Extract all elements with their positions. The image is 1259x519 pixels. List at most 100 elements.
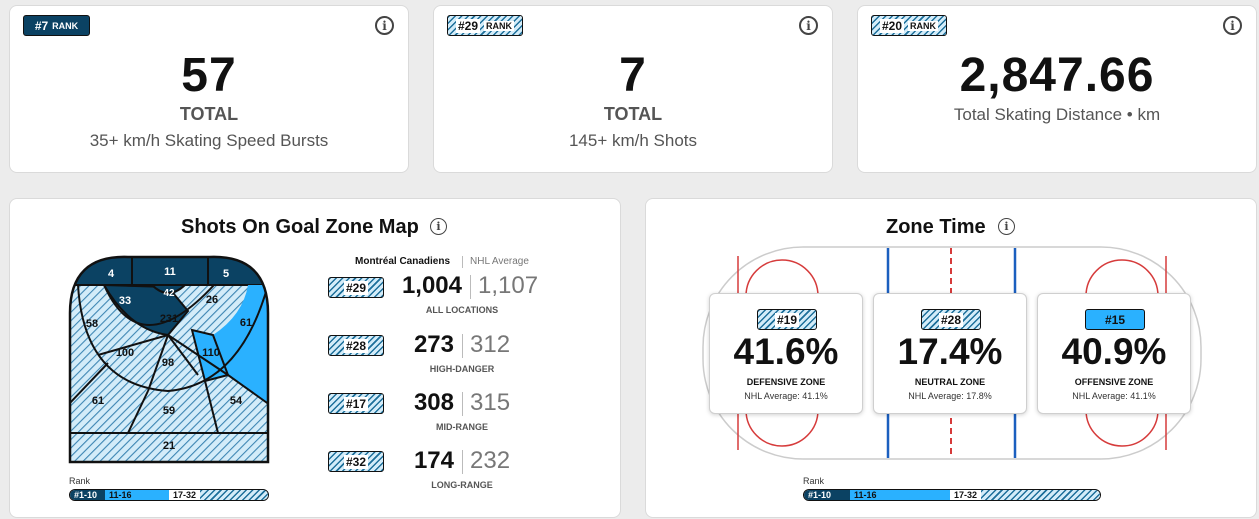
zone-percentage: 40.9% bbox=[1061, 331, 1167, 372]
zone-label: 110 bbox=[202, 347, 220, 359]
legend-tier-mid: 11-16 bbox=[105, 490, 169, 500]
rank-legend: #1-10 11-16 17-32 bbox=[803, 489, 1101, 501]
column-divider bbox=[462, 256, 463, 268]
shot-zone-map: 4 11 5 33 42 26 231 58 61 100 98 110 61 … bbox=[68, 255, 270, 464]
legend-tier-low: 17-32 bbox=[950, 490, 1100, 500]
stat-card-skating-distance: #20 RANK i 2,847.66 Total Skating Distan… bbox=[857, 5, 1257, 173]
zone-label: 59 bbox=[163, 405, 175, 417]
team-value: 308 bbox=[413, 389, 454, 416]
column-avg: NHL Average bbox=[470, 256, 529, 267]
zone-label: 58 bbox=[86, 318, 98, 330]
rank-badge: #20 RANK bbox=[871, 15, 947, 36]
rank-value: #19 bbox=[774, 312, 800, 327]
zone-label: 11 bbox=[164, 266, 176, 278]
row-label: MID-RANGE bbox=[436, 422, 488, 432]
zone-label: 21 bbox=[163, 440, 175, 452]
zone-label: NEUTRAL ZONE bbox=[914, 377, 986, 387]
zone-label: 100 bbox=[116, 347, 134, 359]
value-divider bbox=[462, 450, 463, 474]
rank-value: #17 bbox=[343, 396, 369, 411]
rank-value: #29 bbox=[343, 280, 369, 295]
rank-word: RANK bbox=[52, 20, 79, 31]
nhl-average-value: 232 bbox=[470, 447, 511, 474]
rank-badge: #28 bbox=[328, 335, 384, 356]
legend-tier-low: 17-32 bbox=[169, 490, 268, 500]
zone-card-neutral: #28 17.4% NEUTRAL ZONE NHL Average: 17.8… bbox=[873, 293, 1027, 414]
info-icon[interactable]: i bbox=[1223, 16, 1242, 35]
rank-badge: #28 bbox=[921, 309, 981, 330]
zone-nhl-average: NHL Average: 41.1% bbox=[1072, 391, 1156, 401]
rank-legend: #1-10 11-16 17-32 bbox=[69, 489, 269, 501]
nhl-average-value: 1,107 bbox=[478, 272, 539, 299]
zone-time-panel: Zone Time i #19 41.6% DEFENSIVE ZONE NHL… bbox=[645, 198, 1257, 518]
legend-tier-top: #1-10 bbox=[804, 490, 850, 500]
zone-label: 26 bbox=[206, 294, 218, 306]
zone-nhl-average: NHL Average: 41.1% bbox=[744, 391, 828, 401]
rank-value: #7 bbox=[34, 18, 49, 33]
rank-word: RANK bbox=[908, 20, 939, 31]
rank-badge: #32 bbox=[328, 451, 384, 472]
rank-badge: #15 bbox=[1085, 309, 1145, 330]
zone-label: 5 bbox=[223, 268, 229, 280]
zone-label: DEFENSIVE ZONE bbox=[746, 377, 826, 387]
stat-label: TOTAL bbox=[179, 104, 239, 124]
value-divider bbox=[470, 275, 471, 299]
team-value: 174 bbox=[413, 447, 454, 474]
rank-word: RANK bbox=[484, 20, 515, 31]
zone-label: 54 bbox=[230, 395, 243, 407]
info-icon[interactable]: i bbox=[998, 218, 1015, 235]
nhl-average-value: 312 bbox=[470, 331, 511, 358]
zone-label: 42 bbox=[163, 288, 175, 299]
legend-tier-low-label: 17-32 bbox=[169, 490, 201, 500]
stat-description: 35+ km/h Skating Speed Bursts bbox=[89, 131, 329, 150]
panel-title: Zone Time bbox=[886, 216, 986, 238]
zone-label: OFFENSIVE ZONE bbox=[1074, 377, 1154, 387]
zone-label: 4 bbox=[108, 268, 115, 280]
stat-description: 145+ km/h Shots bbox=[568, 131, 698, 150]
zone-card-offensive: #15 40.9% OFFENSIVE ZONE NHL Average: 41… bbox=[1037, 293, 1191, 414]
rank-value: #29 bbox=[455, 18, 481, 33]
info-icon[interactable]: i bbox=[375, 16, 394, 35]
value-divider bbox=[462, 392, 463, 416]
row-label: ALL LOCATIONS bbox=[425, 305, 499, 315]
zone-label: 98 bbox=[162, 357, 174, 369]
zone-label: 231 bbox=[160, 313, 178, 325]
info-icon[interactable]: i bbox=[799, 16, 818, 35]
stat-description: Total Skating Distance • km bbox=[953, 105, 1161, 124]
zone-label: 61 bbox=[92, 395, 104, 407]
rank-value: #28 bbox=[938, 312, 964, 327]
rank-value: #32 bbox=[343, 454, 369, 469]
legend-tier-mid: 11-16 bbox=[850, 490, 950, 500]
stat-card-speed-bursts: #7 RANK i 57 TOTAL 35+ km/h Skating Spee… bbox=[9, 5, 409, 173]
column-team: Montréal Canadiens bbox=[355, 256, 451, 267]
team-value: 273 bbox=[413, 331, 454, 358]
zone-card-defensive: #19 41.6% DEFENSIVE ZONE NHL Average: 41… bbox=[709, 293, 863, 414]
legend-tier-top: #1-10 bbox=[70, 490, 105, 500]
rank-value: #15 bbox=[1104, 312, 1126, 327]
rank-value: #20 bbox=[879, 18, 905, 33]
stat-value: 57 bbox=[181, 49, 237, 102]
info-icon[interactable]: i bbox=[430, 218, 447, 235]
stat-value: 7 bbox=[619, 49, 647, 102]
rank-badge: #7 RANK bbox=[23, 15, 90, 36]
row-label: LONG-RANGE bbox=[431, 480, 493, 490]
zone-label: 61 bbox=[240, 317, 252, 329]
rank-badge: #17 bbox=[328, 393, 384, 414]
shots-zone-map-panel: Shots On Goal Zone Map i bbox=[9, 198, 621, 518]
team-value: 1,004 bbox=[401, 272, 462, 299]
nhl-average-value: 315 bbox=[470, 389, 511, 416]
stat-value: 2,847.66 bbox=[959, 49, 1155, 102]
stat-card-hard-shots: #29 RANK i 7 TOTAL 145+ km/h Shots bbox=[433, 5, 833, 173]
panel-title: Shots On Goal Zone Map bbox=[181, 216, 419, 238]
legend-title: Rank bbox=[69, 476, 91, 486]
row-label: HIGH-DANGER bbox=[429, 364, 495, 374]
stat-label: TOTAL bbox=[603, 104, 663, 124]
rank-badge: #29 RANK bbox=[447, 15, 523, 36]
legend-title: Rank bbox=[803, 476, 825, 486]
value-divider bbox=[462, 334, 463, 358]
zone-percentage: 17.4% bbox=[897, 331, 1003, 372]
zone-nhl-average: NHL Average: 17.8% bbox=[908, 391, 992, 401]
zone-percentage: 41.6% bbox=[733, 331, 839, 372]
legend-tier-low-label: 17-32 bbox=[950, 490, 982, 500]
rank-badge: #29 bbox=[328, 277, 384, 298]
